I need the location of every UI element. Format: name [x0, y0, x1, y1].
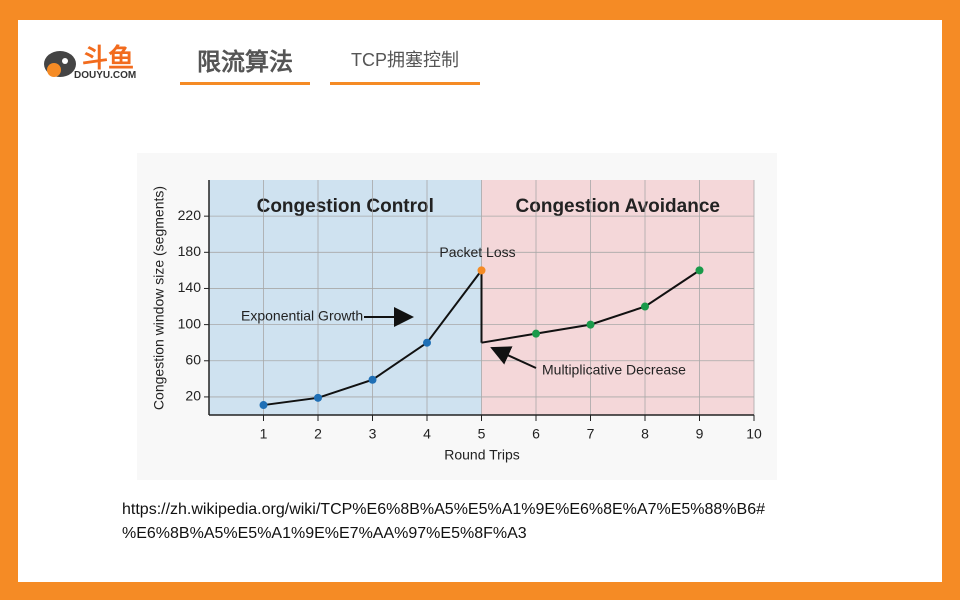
y-tick-label: 20	[185, 388, 201, 404]
annotation-arrow	[490, 346, 537, 369]
phase-label: Congestion Control	[257, 196, 434, 217]
brand-name: 斗鱼	[82, 43, 135, 73]
section-tab: 限流算法	[180, 42, 310, 85]
phase-region	[481, 180, 754, 415]
x-tick-label: 7	[587, 426, 595, 442]
topic-tab: TCP拥塞控制	[330, 46, 480, 85]
y-tick-label: 100	[178, 315, 202, 331]
x-tick-label: 10	[746, 426, 762, 442]
annotation: Packet Loss	[439, 244, 515, 260]
y-tick-label: 180	[178, 243, 202, 259]
x-tick-label: 5	[478, 426, 486, 442]
x-axis-title: Round Trips	[444, 447, 519, 463]
phase-label: Congestion Avoidance	[516, 196, 720, 217]
y-tick-label: 60	[185, 351, 201, 367]
source-url: https://zh.wikipedia.org/wiki/TCP%E6%8B%…	[122, 498, 765, 546]
brand-domain: DOUYU.COM	[74, 70, 137, 81]
packet-loss-point	[477, 266, 486, 275]
x-tick-label: 3	[369, 426, 377, 442]
x-tick-label: 9	[696, 426, 704, 442]
x-tick-label: 6	[532, 426, 540, 442]
x-tick-label: 2	[314, 426, 322, 442]
y-tick-label: 220	[178, 207, 202, 223]
url-line: %E6%8B%A5%E5%A1%9E%E7%AA%97%E5%8F%A3	[122, 525, 527, 542]
x-tick-label: 4	[423, 426, 431, 442]
annotation: Exponential Growth	[241, 308, 363, 324]
data-point	[314, 393, 322, 402]
annotation: Multiplicative Decrease	[542, 362, 686, 378]
data-point	[641, 302, 649, 311]
phase-region	[209, 180, 482, 415]
x-tick-label: 1	[260, 426, 268, 442]
data-point	[259, 401, 268, 410]
x-tick-label: 8	[641, 426, 649, 442]
data-point	[368, 375, 377, 384]
y-axis-title: Congestion window size (segments)	[151, 186, 167, 410]
data-point	[695, 266, 704, 275]
y-tick-label: 140	[178, 279, 202, 295]
logo-icon	[44, 51, 76, 77]
data-point	[423, 338, 431, 347]
data-point	[586, 320, 595, 329]
url-line: https://zh.wikipedia.org/wiki/TCP%E6%8B%…	[122, 501, 765, 518]
data-point	[532, 329, 540, 338]
